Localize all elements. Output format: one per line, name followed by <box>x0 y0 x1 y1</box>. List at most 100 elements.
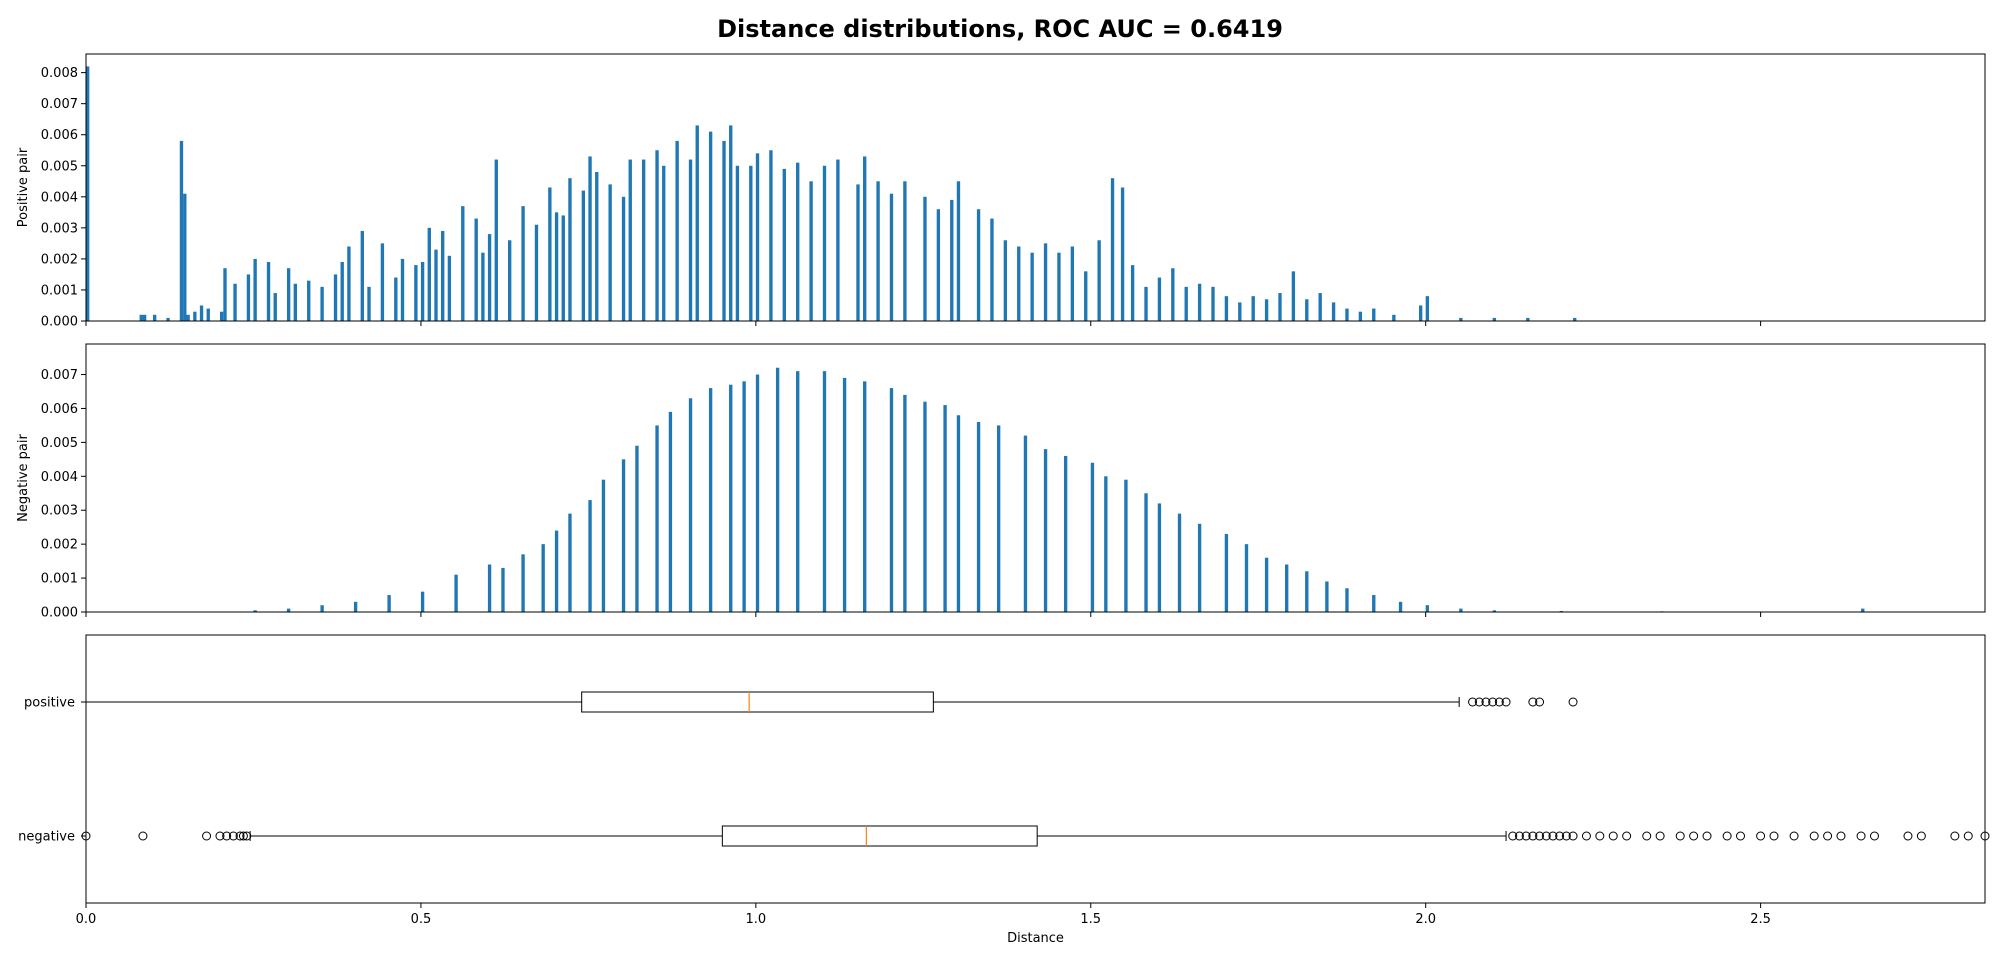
outlier-point <box>1869 831 1879 841</box>
histogram-bars <box>86 66 1577 321</box>
histogram-bar <box>340 262 344 321</box>
histogram-bar <box>1057 252 1061 321</box>
histogram-bar <box>755 153 760 321</box>
histogram-bar <box>601 479 606 612</box>
distance-boxplot: positive negative 0.0 0.5 1.0 1.5 2.0 2.5 Distan… <box>18 634 1990 946</box>
histogram-bar <box>139 314 143 321</box>
histogram-bar <box>347 246 351 321</box>
histogram-bar <box>253 610 257 612</box>
positive-pair-histogram: 0.000 0.001 0.002 0.003 0.004 0.005 0.006 0.007… <box>16 53 1986 330</box>
histogram-bar <box>193 311 197 321</box>
x-tick-label: 2.5 <box>1750 912 1771 927</box>
histogram-bar <box>662 165 666 321</box>
histogram-bar <box>1278 293 1282 321</box>
histogram-bar <box>1492 317 1497 321</box>
axes-frame <box>85 634 1986 904</box>
histogram-bar <box>1177 513 1182 612</box>
histogram-bar <box>1017 246 1021 321</box>
histogram-bar <box>534 224 539 321</box>
outlier-point <box>1561 831 1571 841</box>
histogram-bar <box>1285 564 1289 612</box>
histogram-bar <box>1023 435 1028 612</box>
outlier-point <box>1655 831 1665 841</box>
outlier-point <box>1963 831 1973 841</box>
histogram-bar <box>1130 265 1135 321</box>
histogram-bar <box>1157 277 1162 321</box>
histogram-bar <box>1459 608 1463 612</box>
histogram-bar <box>621 196 626 321</box>
outlier-point <box>1508 831 1518 841</box>
histogram-bar <box>755 374 760 612</box>
histogram-bar <box>976 422 981 612</box>
histogram-bar <box>461 206 465 321</box>
histogram-bar <box>320 605 324 612</box>
x-tick-label: 0.5 <box>411 912 432 927</box>
histogram-bar <box>1372 308 1376 321</box>
histogram-bar <box>1110 178 1115 321</box>
histogram-bar <box>333 274 338 321</box>
histogram-bar <box>554 212 559 321</box>
histogram-bar <box>367 286 371 321</box>
histogram-bar <box>729 125 733 321</box>
histogram-bar <box>521 554 525 612</box>
histogram-bar <box>142 314 147 321</box>
histogram-bar <box>621 459 626 612</box>
histogram-bar <box>548 187 552 321</box>
histogram-bar <box>695 125 699 321</box>
histogram-bar <box>1392 314 1396 321</box>
outlier-point <box>1568 697 1578 707</box>
histogram-bar <box>387 595 391 612</box>
outlier-point <box>222 831 232 841</box>
outlier-point <box>215 831 225 841</box>
histogram-bar <box>183 193 187 321</box>
histogram-bar <box>508 240 512 321</box>
outlier-point <box>1501 697 1511 707</box>
histogram-bar <box>1090 462 1095 612</box>
y-tick-label: 0.005 <box>41 159 78 174</box>
x-tick-label: 2.0 <box>1415 912 1436 927</box>
outlier-point <box>1622 831 1632 841</box>
outlier-point <box>1595 831 1605 841</box>
histogram-bar <box>863 381 867 612</box>
iqr-box <box>581 691 934 713</box>
histogram-bar <box>541 544 545 612</box>
histogram-bar <box>400 258 405 321</box>
histogram-bar <box>1861 608 1865 612</box>
histogram-bar <box>223 268 227 321</box>
histogram-bar <box>722 140 726 321</box>
histogram-bar <box>1459 317 1463 321</box>
histogram-bar <box>1070 246 1075 321</box>
histogram-bar <box>1325 581 1329 612</box>
histogram-bar <box>641 159 646 321</box>
outlier-point <box>1769 831 1779 841</box>
outlier-point <box>1856 831 1866 841</box>
outlier-point <box>1535 697 1545 707</box>
y-axis-label: Negative pair <box>16 434 31 522</box>
histogram-bar <box>501 567 505 612</box>
x-axis-label: Distance <box>1007 931 1064 946</box>
y-tick-label: 0.002 <box>41 538 78 553</box>
histogram-bar <box>950 199 954 321</box>
histogram-bar <box>1305 299 1309 321</box>
histogram-bar <box>1238 302 1242 321</box>
histogram-bar <box>708 131 713 321</box>
histogram-bar <box>568 178 572 321</box>
histogram-bar <box>441 230 445 321</box>
histogram-bar <box>360 230 364 321</box>
y-tick-label: 0.005 <box>41 436 78 451</box>
histogram-bar <box>956 415 961 612</box>
outlier-point <box>1528 831 1538 841</box>
histogram-bar <box>179 140 184 321</box>
histogram-bar <box>1251 296 1255 321</box>
histogram-bar <box>655 425 659 612</box>
outlier-point <box>1689 831 1699 841</box>
histogram-bar <box>635 445 639 612</box>
histogram-bar <box>1318 293 1322 321</box>
outlier-point <box>1535 831 1545 841</box>
outlier-point <box>1809 831 1819 841</box>
histogram-bar <box>628 159 632 321</box>
category-label: positive <box>24 696 75 711</box>
histogram-bar <box>990 218 994 321</box>
histogram-bar <box>568 513 572 612</box>
histogram-bar <box>353 601 358 612</box>
